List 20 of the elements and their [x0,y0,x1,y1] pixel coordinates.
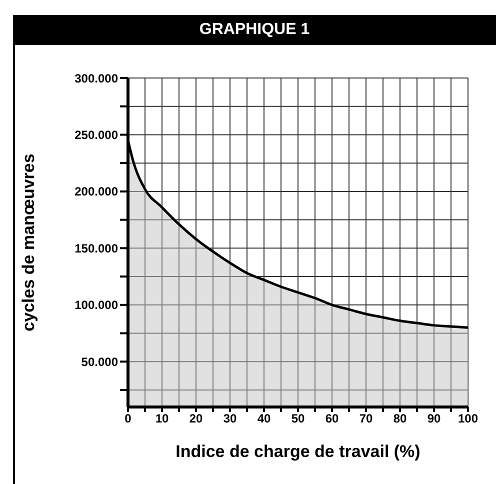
y-tick-label: 200.000 [74,184,118,199]
x-tick-label: 40 [257,412,271,426]
x-tick-label: 90 [427,412,441,426]
x-axis-title: Indice de charge de travail (%) [176,442,420,461]
y-tick-label: 150.000 [74,241,118,256]
x-tick-label: 10 [155,412,169,426]
x-tick-label: 30 [223,412,237,426]
y-tick-label: 100.000 [74,298,118,312]
x-tick-label: 20 [189,412,203,426]
y-tick-label: 300.000 [74,71,118,86]
x-tick-label: 60 [325,412,339,426]
x-tick-label: 50 [291,412,305,426]
x-tick-label: 0 [124,412,132,426]
x-tick-label: 100 [458,412,478,426]
y-axis-title: cycles de manœuvres [19,154,38,332]
y-tick-label: 250.000 [74,128,118,142]
chart-title: GRAPHIQUE 1 [13,15,496,45]
x-tick-label: 70 [359,412,373,426]
x-tick-label: 80 [393,412,407,426]
y-tick-label: 50.000 [81,354,118,369]
